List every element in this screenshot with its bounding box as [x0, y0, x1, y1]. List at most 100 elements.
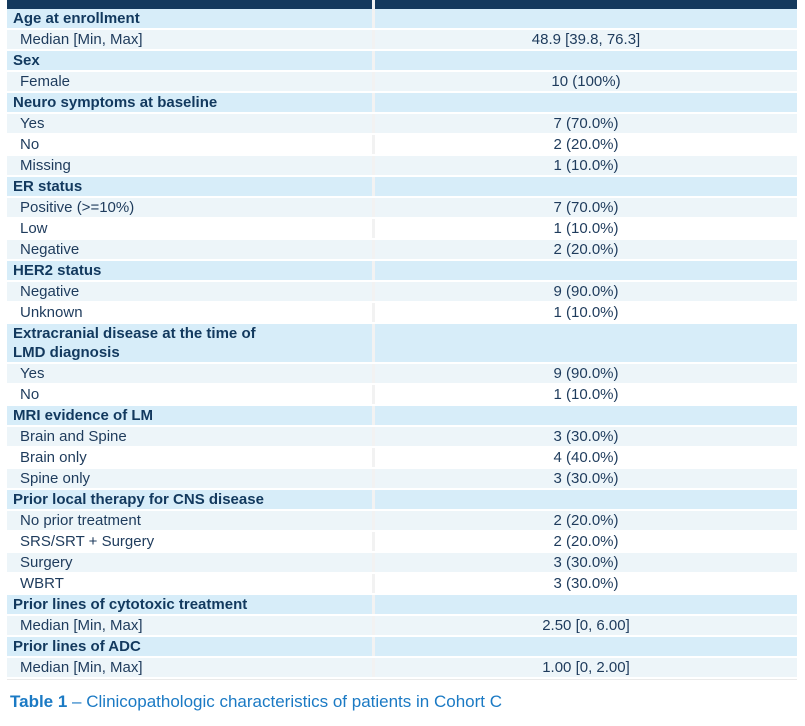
section-header-row: MRI evidence of LM: [7, 406, 797, 427]
column-divider: [372, 219, 375, 238]
column-divider: [372, 574, 375, 593]
column-divider: [372, 448, 375, 467]
section-value-cell: [375, 261, 797, 280]
section-header-row: Neuro symptoms at baseline: [7, 93, 797, 114]
row-value: 1 (10.0%): [553, 386, 619, 403]
row-label: Median [Min, Max]: [20, 31, 143, 48]
row-value: 7 (70.0%): [553, 199, 619, 216]
section-label: Prior lines of ADC: [13, 638, 141, 655]
row-value: 2.50 [0, 6.00]: [542, 617, 630, 634]
row-value: 1 (10.0%): [553, 220, 619, 237]
row-label: WBRT: [20, 575, 64, 592]
top-border-value-segment: [375, 0, 797, 9]
row-label: Surgery: [20, 554, 73, 571]
column-divider: [372, 637, 375, 656]
table-caption: Table 1 – Clinicopathologic characterist…: [10, 691, 502, 713]
table-row: No prior treatment 2 (20.0%): [7, 511, 797, 532]
section-header-row: Extracranial disease at the time of LMD …: [7, 324, 797, 364]
column-divider: [372, 135, 375, 154]
section-header-row: Prior local therapy for CNS disease: [7, 490, 797, 511]
section-header-row: HER2 status: [7, 261, 797, 282]
table-row: Yes 7 (70.0%): [7, 114, 797, 135]
table-row: Female 10 (100%): [7, 72, 797, 93]
column-divider: [372, 93, 375, 112]
section-value-cell: [375, 637, 797, 656]
section-header-row: ER status: [7, 177, 797, 198]
column-divider: [372, 595, 375, 614]
section-value-cell: [375, 324, 797, 362]
column-divider: [372, 156, 375, 175]
row-label: No prior treatment: [20, 512, 141, 529]
table-row: Median [Min, Max] 48.9 [39.8, 76.3]: [7, 30, 797, 51]
section-label: MRI evidence of LM: [13, 407, 154, 424]
row-label: Spine only: [20, 470, 91, 487]
table-row: Median [Min, Max] 1.00 [0, 2.00]: [7, 658, 797, 679]
column-divider: [372, 324, 375, 362]
row-label: Low: [20, 220, 48, 237]
table-row: No 2 (20.0%): [7, 135, 797, 156]
section-value-cell: [375, 406, 797, 425]
table-row: SRS/SRT + Surgery 2 (20.0%): [7, 532, 797, 553]
table-row: Low 1 (10.0%): [7, 219, 797, 240]
table-row: Spine only 3 (30.0%): [7, 469, 797, 490]
row-value: 3 (30.0%): [553, 554, 619, 571]
column-divider: [372, 177, 375, 196]
row-label: Median [Min, Max]: [20, 659, 143, 676]
column-divider: [372, 30, 375, 49]
row-label: Yes: [20, 365, 45, 382]
table-row: No 1 (10.0%): [7, 385, 797, 406]
characteristics-table: Age at enrollment Median [Min, Max] 48.9 […: [7, 0, 797, 680]
row-value: 9 (90.0%): [553, 283, 619, 300]
section-label: Age at enrollment: [13, 10, 140, 27]
row-value: 7 (70.0%): [553, 115, 619, 132]
table-row: Surgery 3 (30.0%): [7, 553, 797, 574]
row-value: 2 (20.0%): [553, 533, 619, 550]
table-row: Missing 1 (10.0%): [7, 156, 797, 177]
row-label: No: [20, 386, 40, 403]
row-label: Median [Min, Max]: [20, 617, 143, 634]
table-row: Brain only 4 (40.0%): [7, 448, 797, 469]
column-divider: [372, 198, 375, 217]
table-row: Negative 9 (90.0%): [7, 282, 797, 303]
row-value: 4 (40.0%): [553, 449, 619, 466]
row-label: Unknown: [20, 304, 83, 321]
column-divider: [372, 240, 375, 259]
row-value: 1 (10.0%): [553, 157, 619, 174]
table-row: Brain and Spine 3 (30.0%): [7, 427, 797, 448]
section-label: Sex: [13, 52, 40, 69]
column-divider: [372, 114, 375, 133]
column-divider: [372, 490, 375, 509]
row-label: Missing: [20, 157, 71, 174]
table-row: Negative 2 (20.0%): [7, 240, 797, 261]
section-header-row: Age at enrollment: [7, 9, 797, 30]
table-top-border: [7, 0, 797, 9]
section-value-cell: [375, 93, 797, 112]
table-caption-text: Clinicopathologic characteristics of pat…: [86, 692, 502, 711]
row-value: 1.00 [0, 2.00]: [542, 659, 630, 676]
row-label: Yes: [20, 115, 45, 132]
section-label: Neuro symptoms at baseline: [13, 94, 218, 111]
table-caption-number: Table 1: [10, 692, 68, 711]
section-value-cell: [375, 51, 797, 70]
row-value: 3 (30.0%): [553, 575, 619, 592]
column-divider: [372, 385, 375, 404]
row-label: Brain only: [20, 449, 87, 466]
section-label: Prior lines of cytotoxic treatment: [13, 596, 248, 613]
section-label: Prior local therapy for CNS disease: [13, 491, 264, 508]
section-label: HER2 status: [13, 262, 102, 279]
table-body: Age at enrollment Median [Min, Max] 48.9 […: [7, 9, 797, 679]
section-value-cell: [375, 490, 797, 509]
row-value: 2 (20.0%): [553, 512, 619, 529]
column-divider: [372, 658, 375, 677]
row-label: No: [20, 136, 40, 153]
row-label: SRS/SRT + Surgery: [20, 533, 155, 550]
row-value: 48.9 [39.8, 76.3]: [531, 31, 641, 48]
row-value: 9 (90.0%): [553, 365, 619, 382]
table-row: Yes 9 (90.0%): [7, 364, 797, 385]
row-label: Negative: [20, 283, 80, 300]
row-value: 3 (30.0%): [553, 470, 619, 487]
column-divider: [372, 303, 375, 322]
column-divider: [372, 282, 375, 301]
row-value: 1 (10.0%): [553, 304, 619, 321]
